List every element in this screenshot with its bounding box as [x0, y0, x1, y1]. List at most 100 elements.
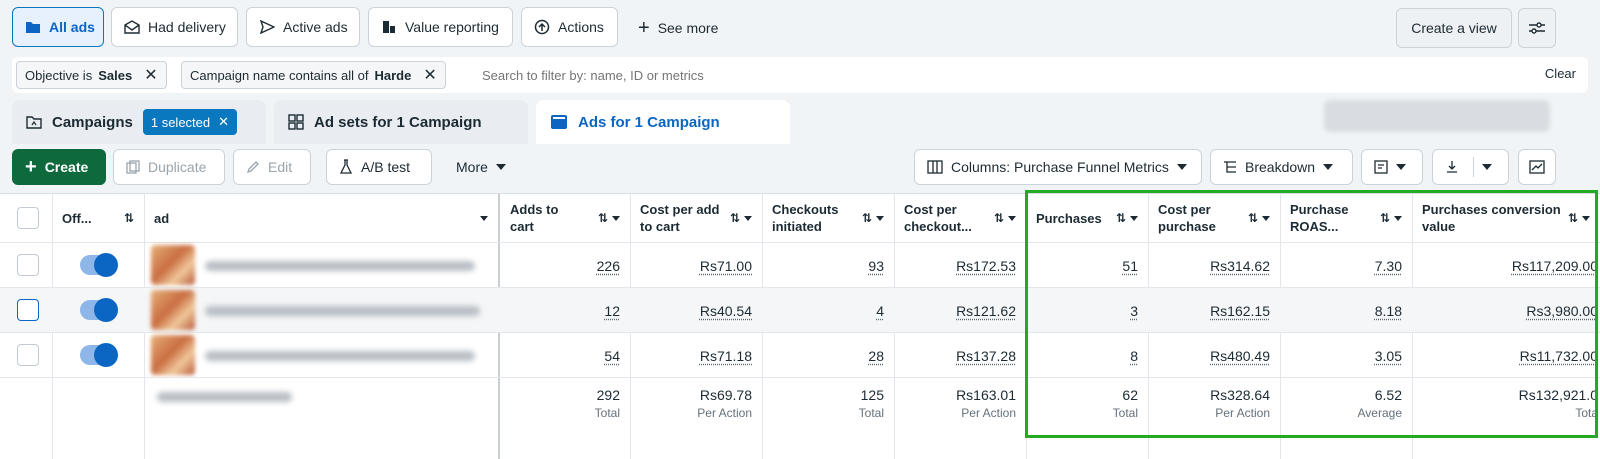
breakdown-button[interactable]: Breakdown	[1210, 149, 1353, 185]
tab-actions[interactable]: Actions	[521, 7, 618, 47]
charts-button[interactable]	[1518, 149, 1556, 185]
conversion-value[interactable]: Rs11,732.00	[1519, 347, 1598, 364]
header-cost-per-purchase[interactable]: Cost per purchase ⇅	[1148, 194, 1280, 242]
cost-per-checkout-value[interactable]: Rs172.53	[956, 257, 1016, 274]
delivery-toggle[interactable]	[80, 343, 118, 367]
ad-name[interactable]	[205, 306, 480, 316]
create-button[interactable]: + Create	[12, 149, 106, 185]
edit-button[interactable]: Edit	[233, 149, 311, 185]
table-row[interactable]: 12 Rs40.54 4 Rs121.62 3 Rs162.15 8.18 Rs…	[0, 287, 1600, 332]
cost-per-purchase-value[interactable]: Rs480.49	[1210, 347, 1270, 364]
checkouts-value[interactable]: 93	[868, 257, 884, 274]
sort-icon[interactable]: ⇅	[862, 210, 884, 227]
more-button[interactable]: More	[444, 149, 524, 185]
header-checkouts-initiated[interactable]: Checkouts initiated ⇅	[762, 194, 894, 242]
tab-ads[interactable]: Ads for 1 Campaign	[536, 100, 790, 144]
purchases-value[interactable]: 3	[1130, 302, 1138, 319]
columns-button[interactable]: Columns: Purchase Funnel Metrics	[914, 149, 1202, 185]
cost-per-add-value[interactable]: Rs71.18	[699, 347, 752, 364]
see-more-button[interactable]: + See more	[638, 17, 719, 39]
adds-to-cart-value[interactable]: 226	[596, 257, 620, 274]
create-view-button[interactable]: Create a view	[1396, 8, 1512, 48]
ad-name[interactable]	[205, 351, 475, 361]
table-row[interactable]: 226 Rs71.00 93 Rs172.53 51 Rs314.62 7.30…	[0, 242, 1600, 287]
settings-sliders-button[interactable]	[1518, 8, 1556, 48]
ad-thumbnail	[151, 290, 195, 330]
search-input[interactable]	[482, 63, 1382, 87]
cost-per-add-value[interactable]: Rs40.54	[699, 302, 752, 319]
cost-per-checkout-value[interactable]: Rs121.62	[956, 302, 1016, 319]
sort-icon[interactable]: ⇅	[598, 210, 620, 227]
row-checkbox[interactable]	[17, 344, 39, 366]
header-ad[interactable]: ad	[144, 194, 498, 242]
close-icon[interactable]: ✕	[218, 114, 230, 129]
envelope-icon	[124, 20, 140, 34]
chevron-down-icon	[1482, 164, 1492, 170]
header-cost-per-checkout[interactable]: Cost per checkout... ⇅	[894, 194, 1026, 242]
sort-icon[interactable]: ⇅	[994, 210, 1016, 227]
adds-to-cart-value[interactable]: 12	[604, 302, 620, 319]
chevron-down-icon[interactable]	[480, 215, 488, 221]
purchases-value[interactable]: 51	[1122, 257, 1138, 274]
header-purchase-roas[interactable]: Purchase ROAS... ⇅	[1280, 194, 1412, 242]
header-purchases[interactable]: Purchases ⇅	[1026, 194, 1148, 242]
roas-value[interactable]: 3.05	[1374, 347, 1402, 364]
reports-button[interactable]	[1361, 149, 1423, 185]
date-range-picker[interactable]	[1324, 100, 1550, 132]
ad-icon	[551, 115, 567, 129]
checkouts-value[interactable]: 4	[876, 302, 884, 319]
roas-value[interactable]: 7.30	[1374, 257, 1402, 274]
tab-active-ads[interactable]: Active ads	[246, 7, 360, 47]
chevron-down-icon	[1396, 164, 1406, 170]
header-adds-to-cart[interactable]: Adds to cart ⇅	[500, 194, 630, 242]
conversion-value[interactable]: Rs3,980.00	[1526, 302, 1598, 319]
tab-value-reporting[interactable]: Value reporting	[368, 7, 513, 47]
tab-all-ads[interactable]: All ads	[12, 7, 104, 47]
header-off[interactable]: Off... ⇅	[62, 210, 134, 226]
tab-ad-sets[interactable]: Ad sets for 1 Campaign	[274, 100, 528, 144]
delivery-toggle[interactable]	[80, 253, 118, 277]
cost-per-purchase-value[interactable]: Rs314.62	[1210, 257, 1270, 274]
sort-icon[interactable]: ⇅	[1380, 210, 1402, 227]
campaign-folder-icon	[26, 116, 42, 129]
select-all-checkbox[interactable]	[17, 207, 39, 229]
ab-test-button[interactable]: A/B test	[326, 149, 432, 185]
cost-per-checkout-value[interactable]: Rs137.28	[956, 347, 1016, 364]
checkouts-value[interactable]: 28	[868, 347, 884, 364]
sort-icon[interactable]: ⇅	[1248, 210, 1270, 227]
filter-chip-objective[interactable]: Objective is Sales ✕	[16, 61, 167, 89]
chart-icon	[1529, 160, 1545, 174]
filter-chip-campaign-name[interactable]: Campaign name contains all of Harde ✕	[181, 61, 446, 89]
close-icon[interactable]: ✕	[423, 67, 437, 84]
header-purchases-conversion-value[interactable]: Purchases conversion value ⇅	[1412, 194, 1600, 242]
arrow-up-circle-icon	[534, 19, 550, 35]
conversion-value[interactable]: Rs117,209.00	[1511, 257, 1598, 274]
sliders-icon	[1529, 22, 1545, 34]
tab-campaigns[interactable]: Campaigns 1 selected ✕	[12, 100, 266, 144]
sort-icon[interactable]: ⇅	[1116, 210, 1138, 227]
selected-badge[interactable]: 1 selected ✕	[142, 109, 238, 135]
purchases-value[interactable]: 8	[1130, 347, 1138, 364]
ads-table: Off... ⇅ ad Adds to cart ⇅ Cost per add …	[0, 193, 1600, 459]
total-cost-per-purchase: Rs328.64	[1210, 387, 1270, 403]
sort-icon[interactable]: ⇅	[730, 210, 752, 227]
table-row[interactable]: 54 Rs71.18 28 Rs137.28 8 Rs480.49 3.05 R…	[0, 332, 1600, 377]
close-icon[interactable]: ✕	[144, 67, 158, 84]
sort-icon[interactable]: ⇅	[1568, 210, 1590, 227]
total-adds: 292	[596, 387, 620, 403]
export-button[interactable]	[1432, 149, 1509, 185]
tab-had-delivery[interactable]: Had delivery	[111, 7, 238, 47]
cost-per-add-value[interactable]: Rs71.00	[699, 257, 752, 274]
sort-icon[interactable]: ⇅	[123, 210, 134, 225]
row-checkbox[interactable]	[17, 254, 39, 276]
clear-filters-link[interactable]: Clear	[1544, 66, 1576, 81]
adds-to-cart-value[interactable]: 54	[604, 347, 620, 364]
duplicate-button[interactable]: Duplicate	[113, 149, 225, 185]
roas-value[interactable]: 8.18	[1374, 302, 1402, 319]
row-checkbox[interactable]	[17, 299, 39, 321]
flask-icon	[339, 159, 353, 174]
header-cost-per-add-to-cart[interactable]: Cost per add to cart ⇅	[630, 194, 762, 242]
cost-per-purchase-value[interactable]: Rs162.15	[1210, 302, 1270, 319]
ad-name[interactable]	[205, 261, 475, 271]
delivery-toggle[interactable]	[80, 298, 118, 322]
